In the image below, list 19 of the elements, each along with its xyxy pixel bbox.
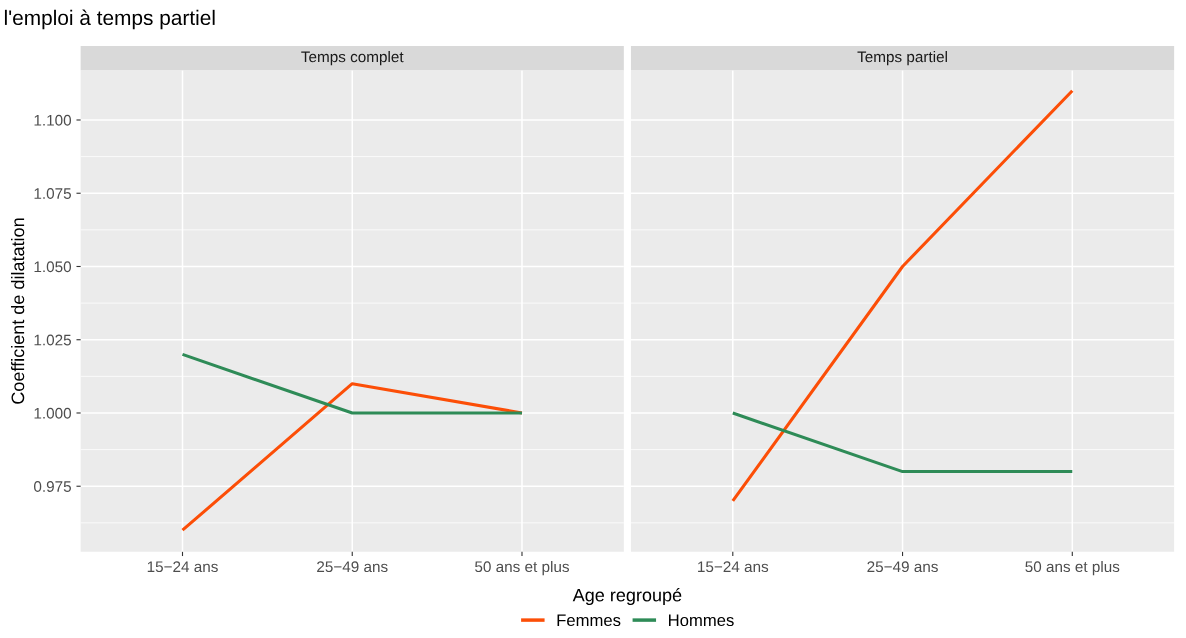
y-tick-label: 1.025 <box>34 334 71 346</box>
text: l'emploi à temps partiel <box>4 9 215 30</box>
x-tick-label: 50 ans et plus <box>475 560 569 576</box>
chart-title: Temps partiel <box>857 51 947 66</box>
y-tick-label: 1.000 <box>34 407 72 419</box>
y-tick-label: 0.975 <box>33 481 71 492</box>
chart-title: Temps complet <box>301 51 404 66</box>
legend-label: Femmes <box>557 614 621 627</box>
legend-label: Hommes <box>669 614 734 627</box>
y-axis-title: Coefficient de dilatation <box>11 218 25 404</box>
x-tick-label: 50 ans et plus <box>1025 560 1120 576</box>
x-tick-label: 25−49 ans <box>867 561 938 573</box>
x-axis-title: Age regroupé <box>572 588 682 606</box>
y-tick-label: 1.075 <box>34 188 71 199</box>
y-tick-label: 1.050 <box>34 261 72 273</box>
y-tick-label: 1.100 <box>34 114 72 126</box>
x-tick-label: 15−24 ans <box>147 561 218 573</box>
x-tick-label: 25−49 ans <box>317 561 388 573</box>
x-tick-label: 15−24 ans <box>698 561 769 573</box>
